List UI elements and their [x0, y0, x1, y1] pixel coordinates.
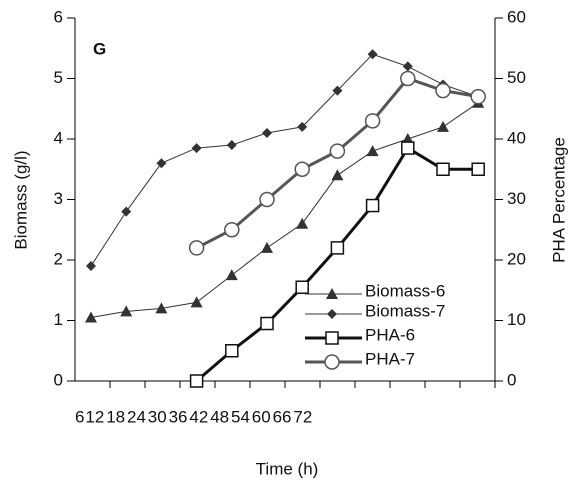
data-point [226, 140, 237, 151]
data-point [365, 198, 380, 213]
data-point [297, 121, 308, 132]
data-point [367, 49, 378, 60]
y-tick-label: 0 [54, 370, 63, 389]
data-point [225, 269, 238, 281]
panel-label: G [93, 39, 106, 58]
x-tick-label: 72 [293, 407, 312, 426]
data-point [400, 70, 416, 87]
data-point [85, 311, 97, 323]
x-tick-label: 60 [252, 407, 271, 426]
series-line [90, 102, 479, 318]
y-tick-label: 3 [54, 189, 63, 208]
y-tick-label: 6 [54, 7, 63, 26]
y2-tick-label: 20 [507, 249, 526, 268]
data-point [155, 302, 168, 314]
data-point [120, 305, 133, 317]
data-point [261, 241, 273, 253]
y-axis-title: Biomass (g/l) [11, 150, 30, 249]
x-tick-label: 12 [85, 407, 104, 426]
data-point [437, 120, 449, 132]
data-point [436, 162, 450, 176]
data-point [224, 222, 240, 238]
legend-marker [326, 288, 338, 299]
x-tick-label: 30 [148, 407, 167, 426]
data-point [259, 191, 275, 208]
data-point [329, 143, 346, 159]
y2-tick-label: 30 [507, 189, 526, 208]
y-tick-label: 5 [54, 68, 63, 87]
y2-tick-label: 10 [507, 310, 526, 329]
x-tick-label: 6 [75, 407, 84, 426]
data-point [294, 161, 310, 177]
data-point [332, 85, 343, 96]
x-tick-label: 54 [231, 407, 250, 426]
data-point [190, 296, 203, 308]
legend-marker [324, 354, 340, 370]
y2-tick-label: 0 [507, 370, 516, 389]
data-point [470, 88, 486, 105]
data-point [121, 206, 132, 217]
data-point [471, 162, 485, 176]
data-point [156, 158, 167, 169]
legend-label: Biomass-7 [365, 301, 445, 320]
y2-tick-label: 60 [507, 7, 526, 26]
legend-label: Biomass-6 [365, 281, 445, 300]
x-axis-title: Time (h) [256, 459, 319, 478]
data-point [402, 61, 413, 72]
x-tick-label: 48 [210, 407, 229, 426]
data-point [86, 261, 96, 272]
y-tick-label: 2 [54, 249, 63, 268]
data-point [364, 113, 381, 129]
y2-axis-title: PHA Percentage [549, 137, 568, 263]
y2-tick-label: 50 [507, 68, 526, 87]
data-point [262, 127, 272, 138]
data-point [401, 141, 415, 155]
data-point [188, 240, 205, 256]
data-point [225, 344, 239, 358]
data-point [296, 217, 309, 229]
data-point [330, 241, 345, 255]
x-tick-label: 42 [189, 407, 208, 426]
data-point [331, 169, 344, 181]
data-point [260, 316, 274, 331]
data-point [366, 145, 379, 157]
legend-marker [325, 331, 339, 345]
series-line [195, 76, 479, 250]
series-line [90, 53, 479, 267]
y2-tick-label: 40 [507, 128, 526, 147]
data-point [435, 82, 451, 99]
y-tick-label: 4 [54, 128, 63, 147]
legend-label: PHA-6 [365, 325, 415, 344]
data-point [191, 143, 202, 154]
y-tick-label: 1 [54, 310, 63, 329]
legend-label: PHA-7 [365, 349, 415, 368]
x-tick-label: 24 [127, 407, 146, 426]
x-tick-label: 66 [273, 407, 292, 426]
data-point [295, 280, 309, 294]
data-point [401, 133, 414, 144]
x-tick-label: 36 [169, 407, 188, 426]
series-line [195, 146, 479, 383]
data-point [189, 374, 204, 388]
legend-marker [327, 309, 337, 319]
x-tick-label: 18 [106, 407, 125, 426]
